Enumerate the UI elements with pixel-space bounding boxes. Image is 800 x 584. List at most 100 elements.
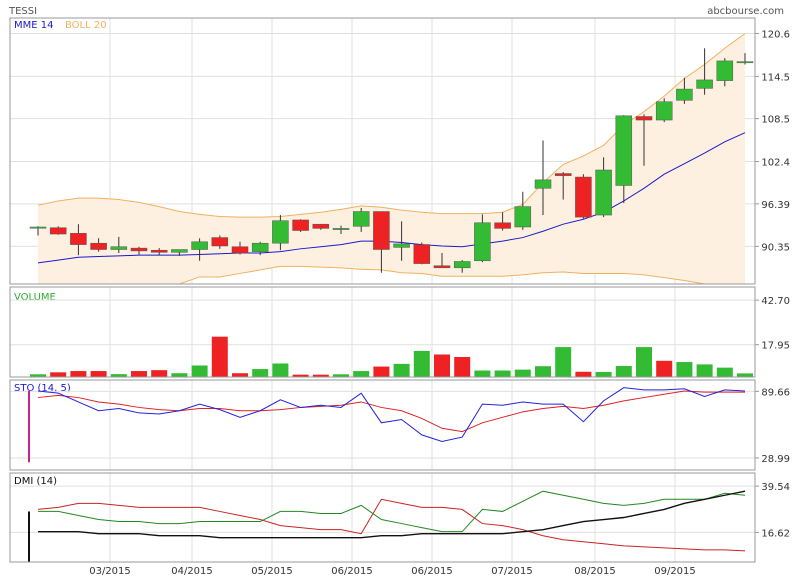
candle-body-11 <box>251 242 269 252</box>
volume-bar-15 <box>333 374 349 377</box>
volume-bar-28 <box>595 371 612 377</box>
candle-body-31 <box>655 101 673 121</box>
sto-title: STO (14, 5) <box>14 383 71 394</box>
dmi-minus-line <box>37 498 746 552</box>
source-label: abcbourse.com <box>707 6 784 17</box>
xtick-label-0: 03/2015 <box>89 566 131 577</box>
volume-bar-4 <box>110 374 127 377</box>
candle-body-10 <box>231 246 249 254</box>
volume-bar-3 <box>90 371 107 377</box>
volume-bar-9 <box>211 336 228 377</box>
candle-body-8 <box>191 241 208 250</box>
dmi-layer <box>28 490 746 562</box>
candle-body-30 <box>635 116 653 121</box>
candle-body-23 <box>494 222 511 229</box>
ytick-label-dmi-0: 39.54 <box>761 482 790 493</box>
volume-title: VOLUME <box>14 292 56 303</box>
ytick-label-sto-0: 89.66 <box>761 387 790 398</box>
ticker-title: TESSI <box>8 6 37 17</box>
candle-body-21 <box>453 261 471 269</box>
volume-bar-33 <box>696 364 713 377</box>
candle-body-25 <box>534 179 552 189</box>
volume-bar-8 <box>191 365 208 377</box>
candle-body-18 <box>393 243 410 248</box>
volume-bar-31 <box>656 360 673 377</box>
volume-bar-19 <box>413 350 430 377</box>
volume-bar-32 <box>676 362 693 377</box>
ytick-label-dmi-1: 16.62 <box>761 528 790 539</box>
candle-body-20 <box>433 265 451 269</box>
bollinger-band-fill <box>38 33 745 285</box>
candle-body-32 <box>676 88 693 101</box>
candle-body-27 <box>575 176 592 218</box>
volume-bar-27 <box>575 371 592 377</box>
candle-body-13 <box>292 219 309 231</box>
volume-bar-23 <box>494 370 511 377</box>
dmi-plus-line <box>38 490 746 533</box>
candle-body-2 <box>70 233 87 245</box>
volume-bar-25 <box>535 366 551 377</box>
volume-bar-35 <box>737 373 753 377</box>
candle-body-16 <box>352 211 370 227</box>
ytick-label-price-2: 108.5 <box>761 115 790 126</box>
candle-body-1 <box>49 227 67 235</box>
candle-body-26 <box>554 173 572 176</box>
candle-body-6 <box>150 249 168 253</box>
volume-bar-12 <box>272 363 289 377</box>
volume-bar-34 <box>716 367 733 377</box>
volume-bar-5 <box>131 371 147 377</box>
ytick-label-sto-1: 28.99 <box>761 454 790 465</box>
volume-bar-0 <box>30 374 46 377</box>
volume-bar-18 <box>393 363 410 377</box>
candle-body-15 <box>332 228 350 230</box>
sto-k-line <box>37 387 746 442</box>
xtick-label-2: 05/2015 <box>251 566 293 577</box>
candle-body-9 <box>211 237 229 247</box>
candle-body-35 <box>736 61 754 64</box>
dmi-title: DMI (14) <box>14 476 57 487</box>
candle-body-17 <box>373 211 390 250</box>
volume-bar-26 <box>555 347 572 377</box>
candle-body-12 <box>272 220 289 244</box>
volume-bar-14 <box>312 374 329 377</box>
panel-frame-price <box>9 17 756 285</box>
candle-body-19 <box>413 244 431 264</box>
ytick-label-price-4: 96.39 <box>761 200 790 211</box>
candle-body-29 <box>615 115 633 186</box>
volume-bar-21 <box>454 357 471 377</box>
xtick-label-1: 04/2015 <box>171 566 213 577</box>
sto-layer <box>28 387 746 463</box>
price-layer <box>29 33 754 285</box>
volume-bar-6 <box>151 370 168 377</box>
candle-body-24 <box>514 206 532 228</box>
volume-bar-30 <box>636 347 652 377</box>
xtick-label-6: 08/2015 <box>574 566 616 577</box>
volume-layer <box>30 336 753 377</box>
ytick-label-price-5: 90.35 <box>761 242 790 253</box>
ytick-label-volume-1: 17.95 <box>761 341 790 352</box>
ytick-label-price-0: 120.6 <box>761 29 790 40</box>
candle-body-33 <box>696 79 713 89</box>
grid-layer <box>10 18 755 562</box>
candle-body-34 <box>716 60 734 81</box>
adx-line <box>38 490 746 539</box>
candle-body-3 <box>90 242 107 250</box>
volume-bar-17 <box>373 366 390 377</box>
candle-body-5 <box>130 247 148 252</box>
axes-layer: 120.6 114.5 108.5 102.4 96.39 90.35 42.70 17.95… <box>89 29 790 577</box>
ytick-label-price-1: 114.5 <box>761 72 790 83</box>
candle-body-4 <box>110 246 128 250</box>
candle-body-14 <box>312 223 330 229</box>
panel-frame-volume <box>9 286 756 378</box>
ytick-label-price-3: 102.4 <box>761 158 790 169</box>
xtick-label-4: 06/2015 <box>411 566 453 577</box>
volume-bar-1 <box>50 372 67 377</box>
candle-body-22 <box>474 222 491 262</box>
ytick-label-volume-0: 42.70 <box>761 296 790 307</box>
volume-bar-22 <box>474 370 491 377</box>
xtick-label-5: 07/2015 <box>491 566 533 577</box>
panel-frame-dmi <box>9 472 756 563</box>
xtick-label-3: 06/2015 <box>331 566 373 577</box>
